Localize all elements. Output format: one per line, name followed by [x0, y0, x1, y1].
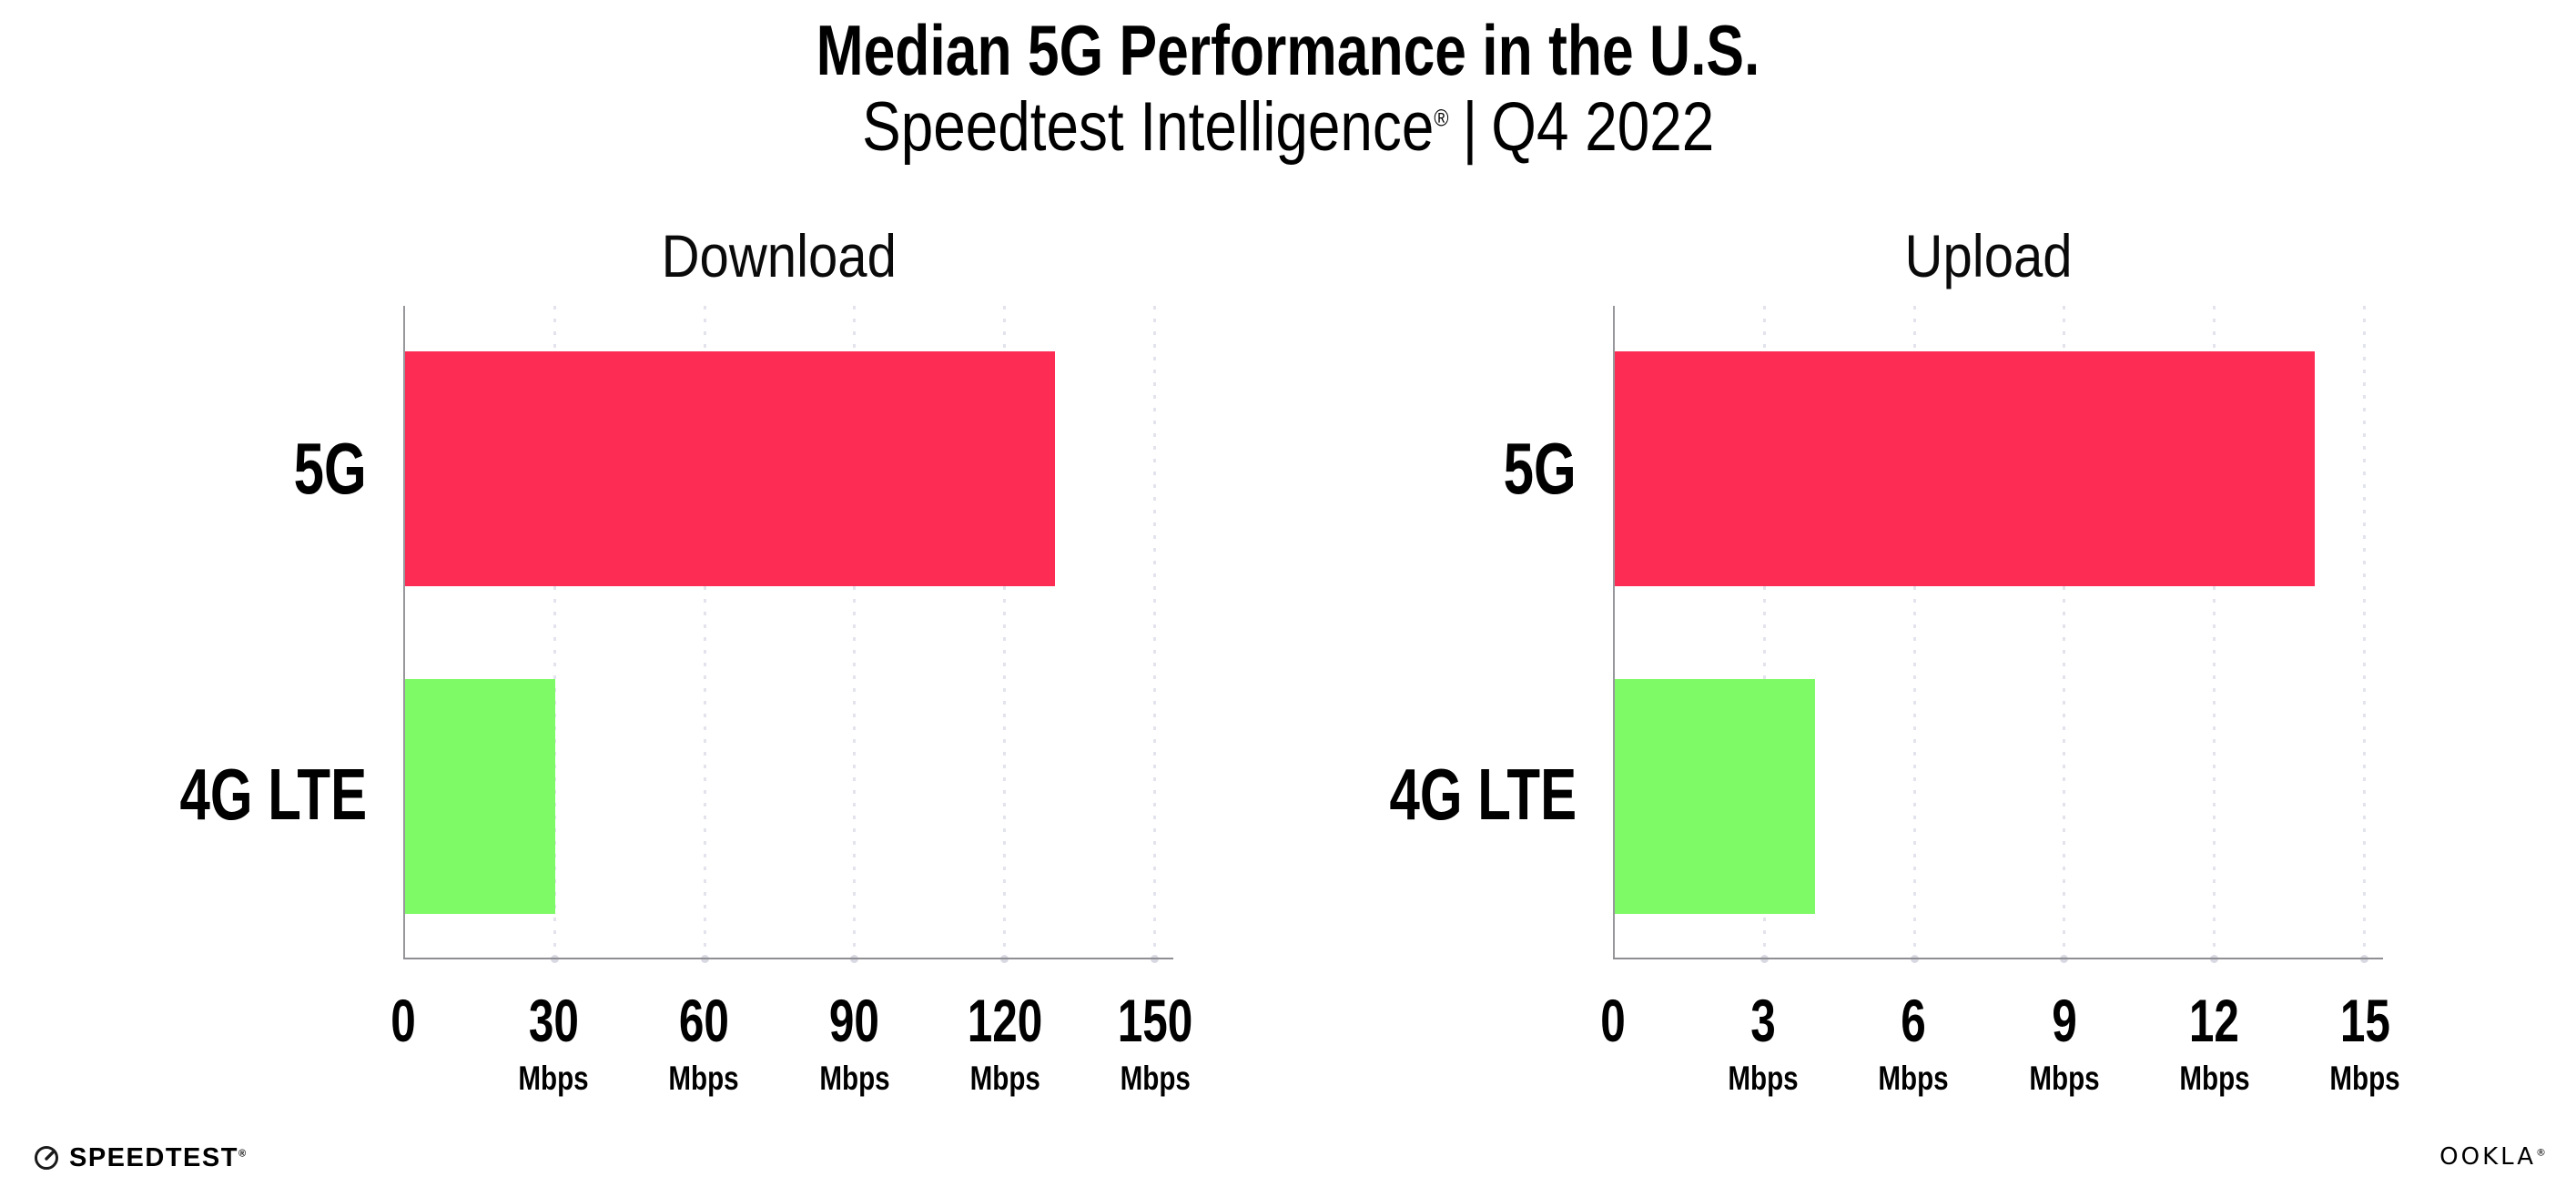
trademark-mark: ®: [238, 1147, 248, 1159]
x-axis-line: [1613, 958, 2383, 959]
gridline: [1151, 306, 1159, 963]
x-tick: 120 Mbps: [967, 987, 1043, 1097]
bar-4g-lte-upload: [1615, 679, 1815, 914]
bar-5g-upload: [1615, 351, 2316, 586]
registered-mark: ®: [1434, 104, 1449, 132]
tick-unit: Mbps: [518, 1060, 589, 1097]
x-tick: 90 Mbps: [818, 987, 890, 1097]
subtitle-brand: Speedtest Intelligence: [861, 88, 1435, 166]
tick-unit: Mbps: [2329, 1060, 2400, 1097]
gauge-icon: [35, 1146, 58, 1170]
x-tick: 30 Mbps: [518, 987, 589, 1097]
chart-download: Download 5G 4G LTE 0 30 Mbps 60 Mbps: [146, 218, 1192, 1120]
plot-area-upload: [1613, 306, 2368, 963]
x-tick: 12 Mbps: [2179, 987, 2250, 1097]
speedtest-logo-text: SPEEDTEST®: [69, 1142, 248, 1172]
category-label-4g-lte: 4G LTE: [179, 754, 367, 835]
x-tick: 150 Mbps: [1117, 987, 1193, 1097]
x-tick: 15 Mbps: [2329, 987, 2400, 1097]
subtitle-divider: |: [1462, 88, 1477, 166]
tick-unit: Mbps: [2179, 1060, 2250, 1097]
tick-unit: Mbps: [1120, 1060, 1191, 1097]
header: Median 5G Performance in the U.S. Speedt…: [0, 0, 2576, 162]
category-label-5g: 5G: [1503, 428, 1577, 509]
ookla-logo: OOKLA®: [2439, 1143, 2549, 1171]
tick-unit: Mbps: [818, 1060, 890, 1097]
tick-unit: Mbps: [2028, 1060, 2100, 1097]
chart-title-upload: Upload: [1904, 222, 2074, 289]
page-title: Median 5G Performance in the U.S.: [816, 10, 1760, 90]
registered-mark: ®: [2536, 1146, 2549, 1159]
bar-5g-download: [405, 351, 1056, 586]
tick-unit: Mbps: [1878, 1060, 1950, 1097]
tick-unit: Mbps: [969, 1060, 1040, 1097]
bar-4g-lte-download: [405, 679, 555, 914]
category-label-5g: 5G: [293, 428, 367, 509]
x-tick: 3 Mbps: [1728, 987, 1799, 1097]
x-tick: 60 Mbps: [668, 987, 740, 1097]
subtitle-period: Q4 2022: [1491, 88, 1715, 166]
x-tick: 6 Mbps: [1878, 987, 1950, 1097]
gridline: [2360, 306, 2368, 963]
x-tick: 0: [1600, 987, 1626, 1054]
x-tick: 0: [390, 987, 416, 1054]
chart-title-download: Download: [661, 222, 898, 289]
tick-unit: Mbps: [668, 1060, 740, 1097]
category-label-4g-lte: 4G LTE: [1389, 754, 1577, 835]
speedtest-logo: SPEEDTEST®: [33, 1140, 248, 1176]
x-tick: 9 Mbps: [2028, 987, 2100, 1097]
page-subtitle: Speedtest Intelligence® | Q4 2022: [0, 93, 2576, 162]
chart-upload: Upload 5G 4G LTE 0 3 Mbps 6 Mbps: [1355, 218, 2399, 1120]
x-axis-line: [403, 958, 1173, 959]
plot-area-download: [403, 306, 1159, 963]
tick-unit: Mbps: [1728, 1060, 1799, 1097]
